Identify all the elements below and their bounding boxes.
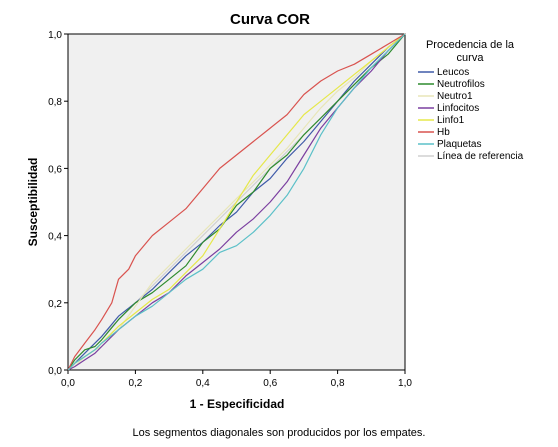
x-tick-label: 0,2: [128, 378, 142, 389]
legend-label-leucos: Leucos: [437, 67, 469, 78]
legend-label-neutro1: Neutro1: [437, 91, 473, 102]
y-tick-label: 0,0: [48, 366, 62, 377]
x-tick-label: 1,0: [398, 378, 412, 389]
series-line-plaquetas: [67, 33, 406, 371]
y-tick-label: 0,8: [48, 97, 62, 108]
x-axis-label: 1 - Especificidad: [190, 397, 285, 411]
y-tick-label: 0,2: [48, 299, 62, 310]
ticks-layer: 0,0 0,2 0,4 0,6 0,8 1,0 0,0 0,2 0,4 0,6 0,8 1,0: [48, 30, 412, 389]
legend-label-linfocitos: Linfocitos: [437, 103, 479, 114]
chart-title: Curva COR: [230, 11, 310, 28]
x-tick-label: 0,6: [263, 378, 277, 389]
footnote: Los segmentos diagonales son producidos …: [133, 427, 426, 439]
legend-label-neutrofilos: Neutrofilos: [437, 79, 485, 90]
y-axis-label: Susceptibilidad: [26, 158, 40, 247]
series-layer: [67, 33, 406, 371]
legend-label-plaquetas: Plaquetas: [437, 139, 481, 150]
y-tick-label: 0,4: [48, 232, 62, 243]
series-line-leucos: [67, 33, 406, 371]
legend-label-linea-de-referencia: Línea de referencia: [437, 151, 524, 162]
x-tick-label: 0,8: [331, 378, 345, 389]
series-line-hb: [67, 33, 406, 371]
series-line-neutro1: [67, 33, 406, 371]
legend: Procedencia de la curva LeucosNeutrofilo…: [418, 39, 524, 162]
y-tick-label: 1,0: [48, 30, 62, 41]
x-tick-label: 0,4: [196, 378, 210, 389]
x-tick-label: 0,0: [61, 378, 75, 389]
legend-title-line-1: Procedencia de la: [426, 39, 515, 51]
legend-title-line-2: curva: [457, 52, 485, 64]
legend-label-linfo1: Linfo1: [437, 115, 465, 126]
legend-label-hb: Hb: [437, 127, 450, 138]
y-tick-label: 0,6: [48, 164, 62, 175]
legend-items: LeucosNeutrofilosNeutro1LinfocitosLinfo1…: [418, 67, 524, 162]
